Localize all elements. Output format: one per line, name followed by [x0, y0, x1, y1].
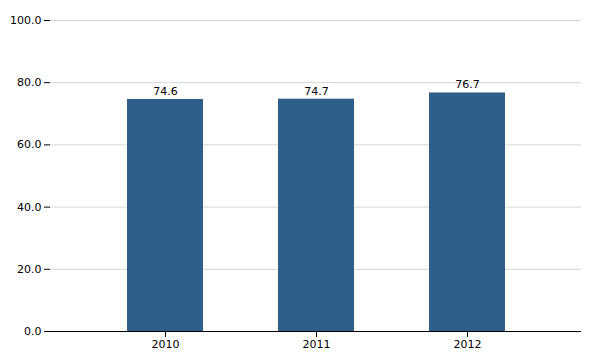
svg-text:40.0: 40.0 — [17, 201, 42, 214]
svg-text:100.0: 100.0 — [10, 14, 42, 27]
svg-text:2011: 2011 — [303, 338, 331, 351]
svg-text:2010: 2010 — [152, 338, 180, 351]
svg-text:76.7: 76.7 — [455, 78, 480, 91]
svg-text:20.0: 20.0 — [17, 263, 42, 276]
svg-text:80.0: 80.0 — [17, 76, 42, 89]
svg-text:74.7: 74.7 — [304, 85, 329, 98]
svg-text:0.0: 0.0 — [24, 325, 42, 338]
svg-text:60.0: 60.0 — [17, 138, 42, 151]
svg-text:2012: 2012 — [454, 338, 482, 351]
svg-text:74.6: 74.6 — [153, 85, 178, 98]
